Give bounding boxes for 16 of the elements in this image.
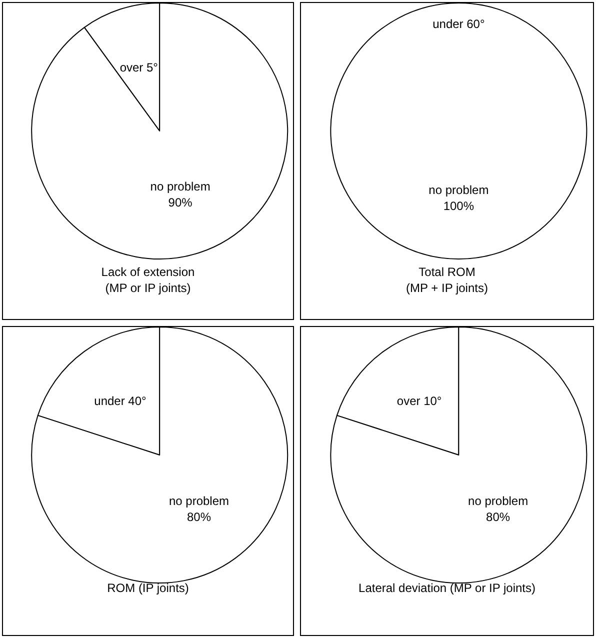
text: Lateral deviation (MP or IP joints) <box>358 581 536 595</box>
slice-label: over 5° <box>120 60 158 74</box>
slice-label: over 10° <box>396 394 442 408</box>
data-label: 90% <box>168 196 193 210</box>
slice-label: no problem <box>150 180 210 194</box>
text: ROM (IP joints) <box>107 581 189 595</box>
data-label: 80% <box>186 510 212 524</box>
data-label: 100% <box>443 199 474 213</box>
slice-label: under 40° <box>94 394 147 408</box>
slice-label: no problem <box>428 183 489 197</box>
category-label: under 60° <box>432 17 485 31</box>
text: Lack of extension (MP or IP joints) <box>101 265 195 295</box>
slice-label: no problem <box>468 494 528 508</box>
data-label: 80% <box>486 510 510 524</box>
slice-label: no problem <box>168 494 230 508</box>
text: Total ROM (MP + IP joints) <box>406 265 488 295</box>
